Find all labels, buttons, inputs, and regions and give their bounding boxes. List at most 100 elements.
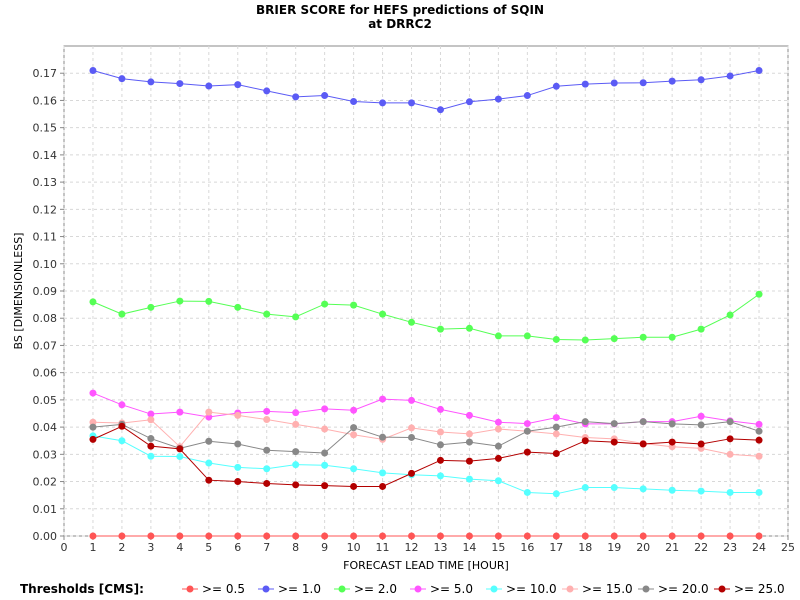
data-point [465,98,473,106]
x-tick-label: 13 [433,541,447,554]
y-tick-label: 0.13 [33,176,58,189]
y-tick-label: 0.09 [33,285,58,298]
data-point [610,335,618,343]
data-point [118,401,126,409]
legend-item: >= 15.0 [562,582,633,596]
data-point [379,395,387,403]
data-point [552,82,560,90]
data-point [523,92,531,100]
data-point [523,448,531,456]
data-point [234,411,242,419]
x-tick-label: 2 [118,541,125,554]
data-point [379,433,387,441]
data-point [292,448,300,456]
data-point [205,297,213,305]
data-point [147,303,155,311]
data-point [176,408,184,416]
data-point [350,465,358,473]
data-point [639,333,647,341]
data-point [697,76,705,84]
series-line [92,435,760,495]
data-point [639,485,647,493]
x-tick-label: 17 [549,541,563,554]
legend-marker [186,585,194,593]
legend-marker [338,585,346,593]
y-tick-label: 0.04 [33,421,58,434]
data-point [234,532,242,540]
legend-label: >= 5.0 [430,582,473,596]
data-point [350,406,358,414]
legend-item: >= 5.0 [410,582,473,596]
data-point [523,420,531,428]
y-axis-ticks: 0.00 0.01 0.02 0.03 0.04 0.05 0.06 0.07 0.08 0.09… [33,67,64,543]
data-point [379,469,387,477]
data-point [408,424,416,432]
legend-item: >= 20.0 [638,582,709,596]
data-point [552,450,560,458]
data-point [321,461,329,469]
data-point [668,333,676,341]
data-point [89,389,97,397]
legend-marker [262,585,270,593]
legend-marker [490,585,498,593]
series-line [92,421,760,454]
data-point [147,435,155,443]
data-point [205,532,213,540]
data-point [668,77,676,85]
data-point [436,428,444,436]
x-axis-label: FORECAST LEAD TIME [HOUR] [343,559,509,572]
data-point [118,437,126,445]
data-point [234,463,242,471]
data-point [436,472,444,480]
y-tick-label: 0.00 [33,530,58,543]
data-point [436,325,444,333]
data-point [494,332,502,340]
data-point [581,80,589,88]
data-point [147,410,155,418]
legend-item: >= 10.0 [486,582,557,596]
x-tick-label: 5 [205,541,212,554]
x-tick-label: 3 [147,541,154,554]
data-point [263,532,271,540]
data-point [89,435,97,443]
x-tick-label: 20 [636,541,650,554]
data-point [176,297,184,305]
legend-label: >= 2.0 [354,582,397,596]
x-tick-label: 19 [607,541,621,554]
series-7 [89,422,763,490]
y-axis-label: BS [DIMENSIONLESS] [12,233,25,350]
y-tick-label: 0.03 [33,448,58,461]
data-point [465,324,473,332]
data-point [350,482,358,490]
data-point [610,484,618,492]
x-tick-label: 7 [263,541,270,554]
x-axis-ticks: 0 1 2 3 4 5 6 7 8 9 10 11 12 13 14 15 16 17 18 19 20 21 22 23 24… [61,536,795,554]
data-point [465,457,473,465]
data-point [726,311,734,319]
x-tick-label: 21 [665,541,679,554]
data-point [379,310,387,318]
data-point [379,482,387,490]
x-tick-label: 10 [347,541,361,554]
data-point [263,310,271,318]
legend-marker [642,585,650,593]
data-point [494,425,502,433]
series-group [89,67,763,540]
data-point [205,413,213,421]
data-point [408,433,416,441]
data-point [292,420,300,428]
data-point [89,423,97,431]
data-point [350,532,358,540]
data-point [755,452,763,460]
data-point [379,99,387,107]
legend-label: >= 15.0 [582,582,633,596]
data-point [639,418,647,426]
data-point [176,453,184,461]
data-point [263,446,271,454]
data-point [465,411,473,419]
y-tick-label: 0.08 [33,312,58,325]
x-tick-label: 9 [321,541,328,554]
data-point [321,92,329,100]
y-tick-label: 0.12 [33,203,58,216]
